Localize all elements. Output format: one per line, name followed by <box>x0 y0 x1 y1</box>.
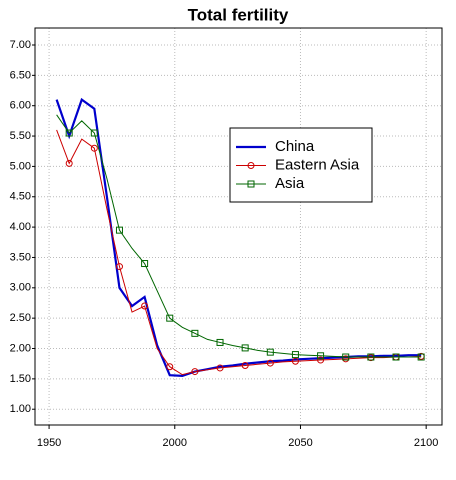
y-tick-label: 4.50 <box>10 191 31 203</box>
point-marker <box>90 129 98 137</box>
point-marker <box>115 226 123 234</box>
x-tick-label: 2000 <box>163 437 187 449</box>
point-marker <box>266 348 274 356</box>
point-marker <box>291 351 299 359</box>
y-tick-label: 1.00 <box>10 403 31 415</box>
point-marker <box>417 353 425 361</box>
x-tick-label: 1950 <box>37 437 61 449</box>
x-tick-label: 2100 <box>414 437 438 449</box>
y-tick-label: 4.00 <box>10 221 31 233</box>
legend-marker <box>247 180 255 188</box>
point-marker <box>317 352 325 360</box>
chart-title: Total fertility <box>188 5 289 24</box>
point-marker <box>216 338 224 346</box>
point-marker <box>65 159 73 167</box>
x-tick-label: 2050 <box>288 437 312 449</box>
y-tick-label: 3.50 <box>10 251 31 263</box>
point-marker <box>141 302 149 310</box>
y-tick-label: 2.00 <box>10 342 31 354</box>
y-tick-label: 3.00 <box>10 282 31 294</box>
point-marker <box>191 368 199 376</box>
y-tick-label: 5.00 <box>10 160 31 172</box>
y-tick-label: 5.50 <box>10 130 31 142</box>
y-tick-label: 1.50 <box>10 373 31 385</box>
y-tick-label: 6.00 <box>10 100 31 112</box>
series-line <box>56 114 422 358</box>
point-marker <box>317 356 325 364</box>
point-marker <box>342 353 350 361</box>
plot-frame <box>34 27 443 426</box>
point-marker <box>191 329 199 337</box>
legend-text: China <box>275 138 315 155</box>
point-marker <box>166 363 174 371</box>
y-tick-label: 2.50 <box>10 312 31 324</box>
point-marker <box>266 359 274 367</box>
point-marker <box>166 314 174 322</box>
legend-text: Eastern Asia <box>275 156 360 173</box>
point-marker <box>241 362 249 370</box>
series-line <box>56 129 422 376</box>
legend-text: Asia <box>275 175 305 192</box>
point-marker <box>216 364 224 372</box>
point-marker <box>241 344 249 352</box>
point-marker <box>367 353 375 361</box>
point-marker <box>291 357 299 365</box>
point-marker <box>90 144 98 152</box>
point-marker <box>65 129 73 137</box>
point-marker <box>392 353 400 361</box>
y-tick-label: 7.00 <box>10 39 31 51</box>
point-marker <box>115 263 123 271</box>
y-tick-label: 6.50 <box>10 69 31 81</box>
legend-marker <box>247 162 255 169</box>
series-line <box>55 97 422 377</box>
point-marker <box>141 260 149 268</box>
